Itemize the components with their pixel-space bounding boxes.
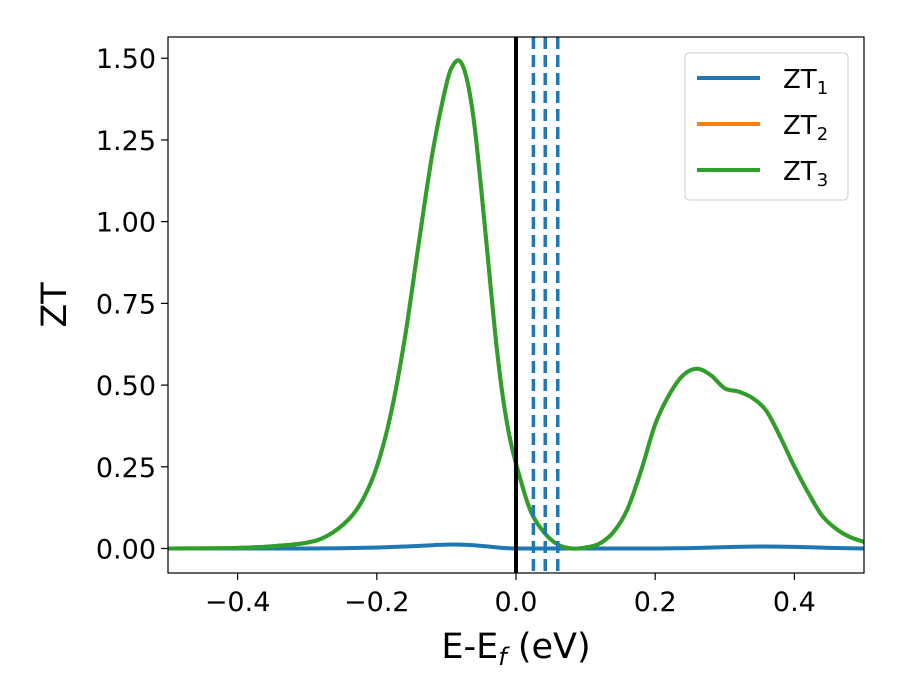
x-tick-label: 0.4 [773, 587, 816, 618]
legend-label-zt3: ZT3 [783, 157, 828, 191]
legend-label-zt2: ZT2 [783, 111, 828, 145]
series-line-zt1 [168, 542, 864, 551]
y-tick-label: 1.00 [96, 208, 156, 239]
y-tick-label: 0.00 [96, 534, 156, 565]
x-axis: −0.4 −0.2 0.0 0.2 0.4 [205, 573, 816, 618]
y-axis: 0.00 0.25 0.50 0.75 1.00 1.25 1.50 [96, 44, 168, 565]
legend-frame [684, 52, 849, 201]
x-tick-label: −0.4 [205, 587, 271, 618]
x-tick-label: −0.2 [344, 587, 410, 618]
y-tick-label: 1.50 [96, 44, 156, 75]
y-tick-label: 0.25 [96, 453, 156, 484]
series-layer [168, 58, 864, 551]
y-tick-label: 1.25 [96, 126, 156, 157]
series-line-zt3 [168, 58, 864, 551]
y-axis-label: ZT [35, 282, 75, 328]
vline-layer [514, 37, 560, 573]
y-tick-label: 0.50 [96, 371, 156, 402]
legend-label-zt1: ZT1 [783, 65, 828, 99]
y-tick-label: 0.75 [96, 289, 156, 320]
legend: ZT1 ZT2 ZT3 [684, 52, 849, 201]
x-tick-label: 0.0 [495, 587, 538, 618]
x-tick-label: 0.2 [634, 587, 677, 618]
x-axis-label: E-Ef (eV) [441, 627, 590, 671]
